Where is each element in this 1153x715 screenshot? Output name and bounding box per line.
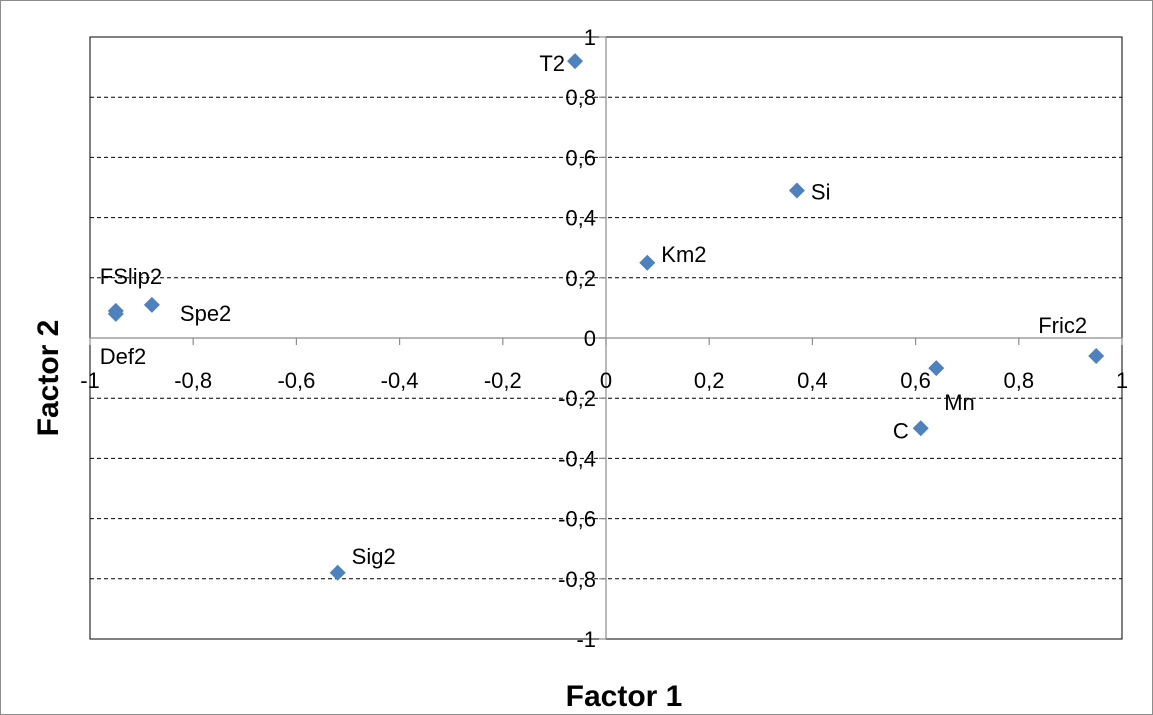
x-tick-label: 0,4 [797, 368, 828, 393]
data-point-spe2 [143, 296, 160, 313]
data-point-km2 [639, 254, 656, 271]
x-tick-label: -1 [80, 368, 100, 393]
x-axis-title: Factor 1 [566, 680, 683, 713]
x-tick-label: -0,2 [484, 368, 522, 393]
point-label-spe2: Spe2 [180, 301, 231, 326]
y-tick-label: -1 [576, 627, 596, 652]
y-tick-label: 0,2 [565, 266, 596, 291]
x-tick-label: -0,4 [381, 368, 419, 393]
data-point-mn [928, 360, 945, 377]
y-tick-labels: -1 -0,8 -0,6 -0,4 -0,2 0 0,2 0,4 0,6 0,8 1 [558, 25, 596, 652]
y-tick-label: 0,6 [565, 145, 596, 170]
x-tick-label: -0,8 [174, 368, 212, 393]
y-axis-title: Factor 2 [32, 320, 65, 437]
x-tick-labels: -1 -0,8 -0,6 -0,4 -0,2 0 0,2 0,4 0,6 0,8 1 [80, 368, 1128, 393]
data-point-sig2 [329, 564, 346, 581]
data-point-si [788, 182, 805, 199]
x-tick-label: 1 [1116, 368, 1128, 393]
data-point-fric2 [1088, 348, 1105, 365]
x-tick-label: 0 [600, 368, 612, 393]
point-label-fslip2: FSlip2 [100, 264, 162, 289]
axes [89, 36, 1123, 640]
point-label-fric2: Fric2 [1038, 313, 1087, 338]
x-tick-label: 0,6 [900, 368, 931, 393]
data-point-t2 [567, 53, 584, 70]
y-tick-label: -0,2 [558, 386, 596, 411]
point-label-km2: Km2 [661, 242, 706, 267]
point-label-c: C [893, 418, 909, 443]
y-tick-label: 0 [584, 326, 596, 351]
gridlines [90, 96, 1122, 580]
y-tick-label: -0,4 [558, 446, 596, 471]
data-points [107, 53, 1105, 581]
point-label-def2: Def2 [100, 344, 146, 369]
y-tick-label: 1 [584, 25, 596, 50]
y-tick-label: -0,8 [558, 567, 596, 592]
x-tick-label: 0,8 [1004, 368, 1035, 393]
y-tick-label: 0,8 [565, 85, 596, 110]
y-tick-label: -0,6 [558, 507, 596, 532]
point-label-sig2: Sig2 [352, 544, 396, 569]
x-tick-label: -0,6 [277, 368, 315, 393]
point-label-si: Si [811, 180, 831, 205]
point-labels: T2 Si Km2 FSlip2 Def2 Spe2 Fric2 Mn C Sig2 [100, 51, 1087, 569]
data-point-def2 [107, 305, 124, 322]
point-label-t2: T2 [539, 51, 565, 76]
point-label-mn: Mn [944, 390, 975, 415]
data-point-c [912, 420, 929, 437]
y-tick-label: 0,4 [565, 206, 596, 231]
x-tick-label: 0,2 [694, 368, 725, 393]
